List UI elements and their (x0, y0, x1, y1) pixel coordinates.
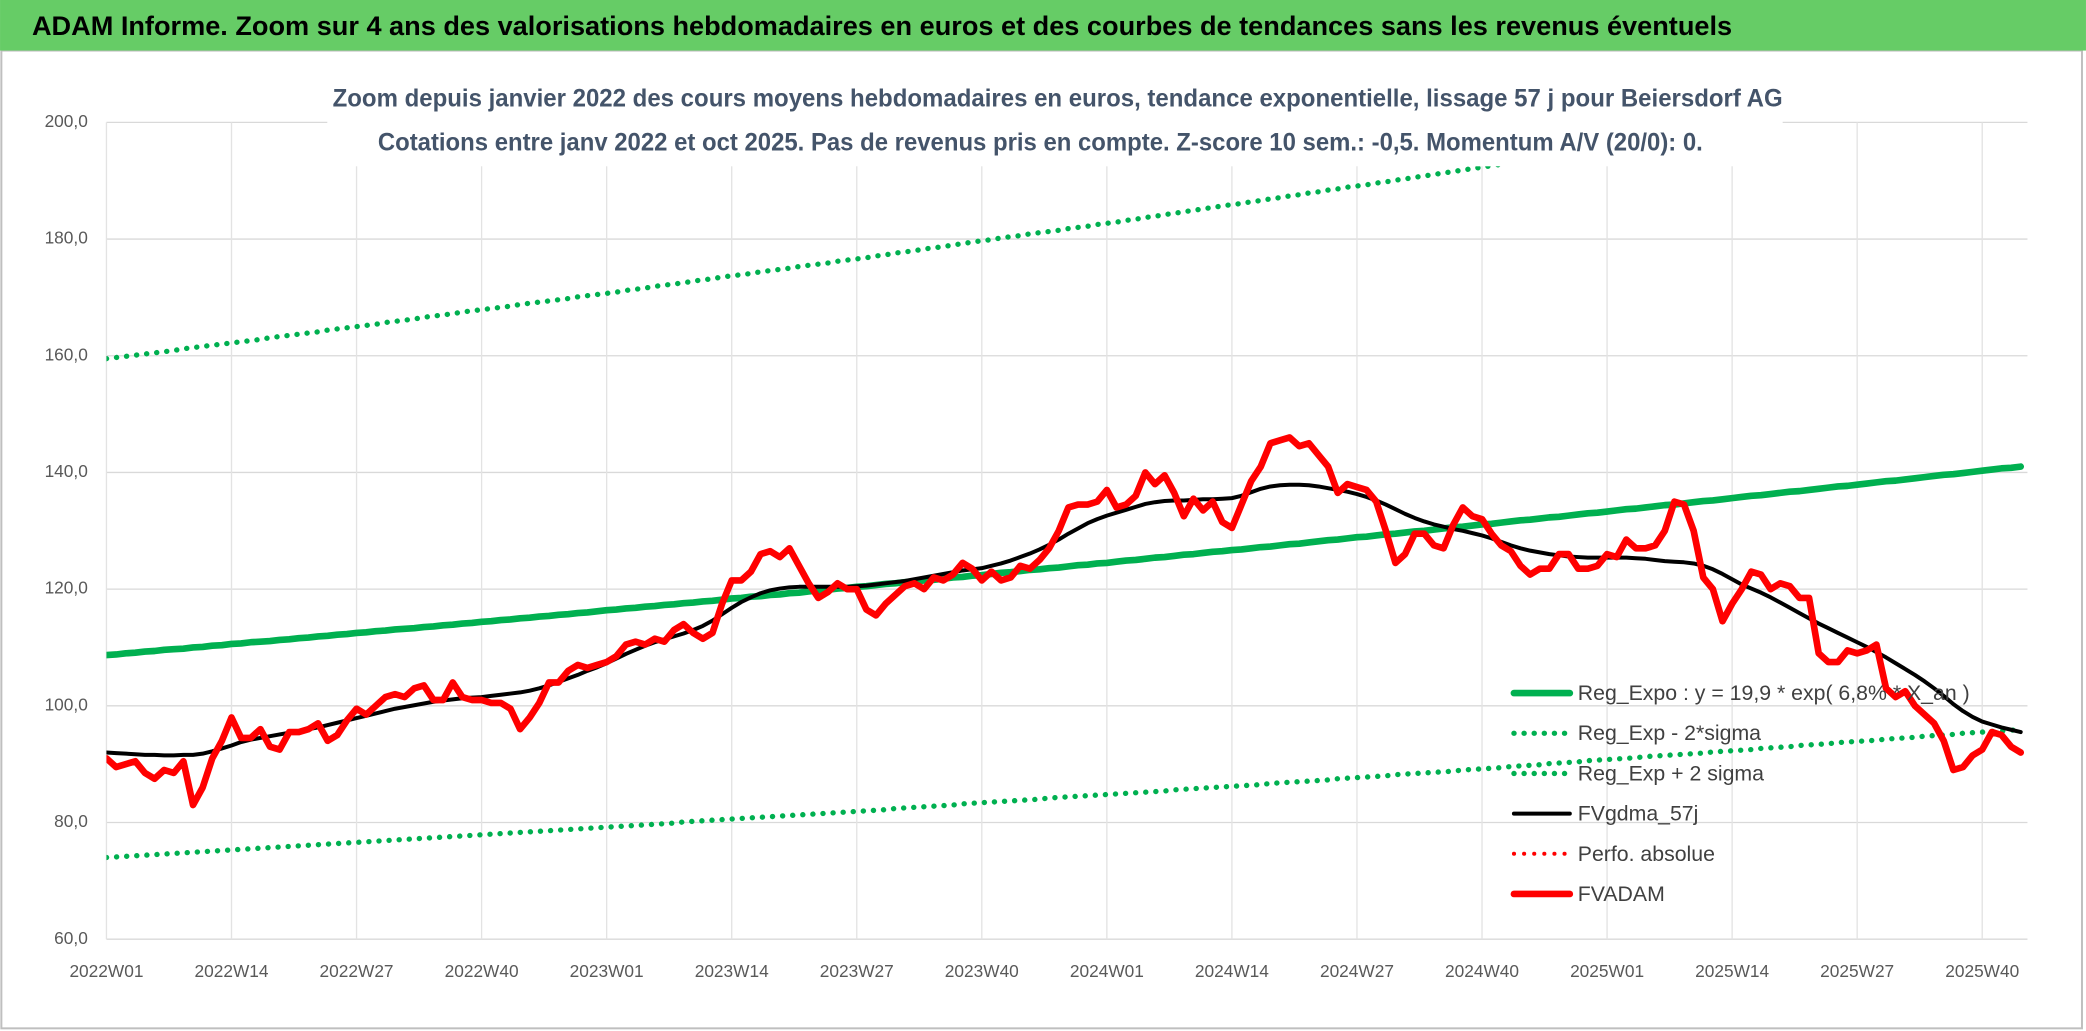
series-line (106, 122, 1786, 362)
axes: 60,0 80,0 100,0 120,0 140,0 160,0 180,0 200,0 20… (45, 111, 2020, 981)
grid (105, 121, 2028, 940)
x-tick-label: 2025W27 (1820, 961, 1894, 981)
y-tick-label: 120,0 (45, 578, 88, 598)
x-tick-label: 2025W01 (1570, 961, 1644, 981)
x-tick-label: 2023W01 (570, 961, 644, 981)
series-line (106, 726, 2024, 861)
legend-label: Reg_Expo : y = 19,9 * exp( 6,8% * X_an ) (1578, 681, 1970, 705)
x-tick-label: 2022W01 (69, 961, 143, 981)
x-tick-label: 2025W40 (1945, 961, 2019, 981)
x-tick-label: 2023W40 (945, 961, 1019, 981)
legend-label: FVgdma_57j (1578, 802, 1699, 826)
chart-subtitle: Cotations entre janv 2022 et oct 2025. P… (378, 128, 1703, 156)
y-tick-label: 100,0 (45, 694, 88, 714)
plot-lines (106, 122, 2025, 861)
x-tick-label: 2023W14 (695, 961, 769, 981)
x-tick-label: 2025W14 (1695, 961, 1769, 981)
chart-title: Zoom depuis janvier 2022 des cours moyen… (333, 84, 1783, 112)
x-tick-label: 2022W40 (445, 961, 519, 981)
y-tick-label: 180,0 (45, 228, 88, 248)
x-tick-label: 2022W27 (320, 961, 394, 981)
header-bar (0, 0, 2086, 51)
legend-label: Reg_Exp - 2*sigma (1578, 721, 1761, 745)
series-line (106, 463, 2025, 659)
y-tick-label: 60,0 (54, 928, 88, 948)
y-tick-label: 160,0 (45, 344, 88, 364)
x-tick-label: 2023W27 (820, 961, 894, 981)
x-tick-label: 2024W14 (1195, 961, 1269, 981)
series-line (106, 434, 2025, 809)
y-tick-label: 80,0 (54, 811, 88, 831)
legend: Reg_Expo : y = 19,9 * exp( 6,8% * X_an )… (1510, 681, 1970, 906)
x-tick-label: 2024W27 (1320, 961, 1394, 981)
header-title: ADAM Informe. Zoom sur 4 ans des valoris… (32, 11, 1732, 41)
legend-label: Reg_Exp + 2 sigma (1578, 761, 1764, 785)
y-tick-label: 140,0 (45, 461, 88, 481)
x-tick-label: 2024W01 (1070, 961, 1144, 981)
legend-label: Perfo. absolue (1578, 842, 1715, 866)
y-tick-label: 200,0 (45, 111, 88, 131)
x-tick-label: 2024W40 (1445, 961, 1519, 981)
legend-label: FVADAM (1578, 882, 1665, 906)
title-backdrop (327, 75, 1783, 167)
x-tick-label: 2022W14 (195, 961, 269, 981)
